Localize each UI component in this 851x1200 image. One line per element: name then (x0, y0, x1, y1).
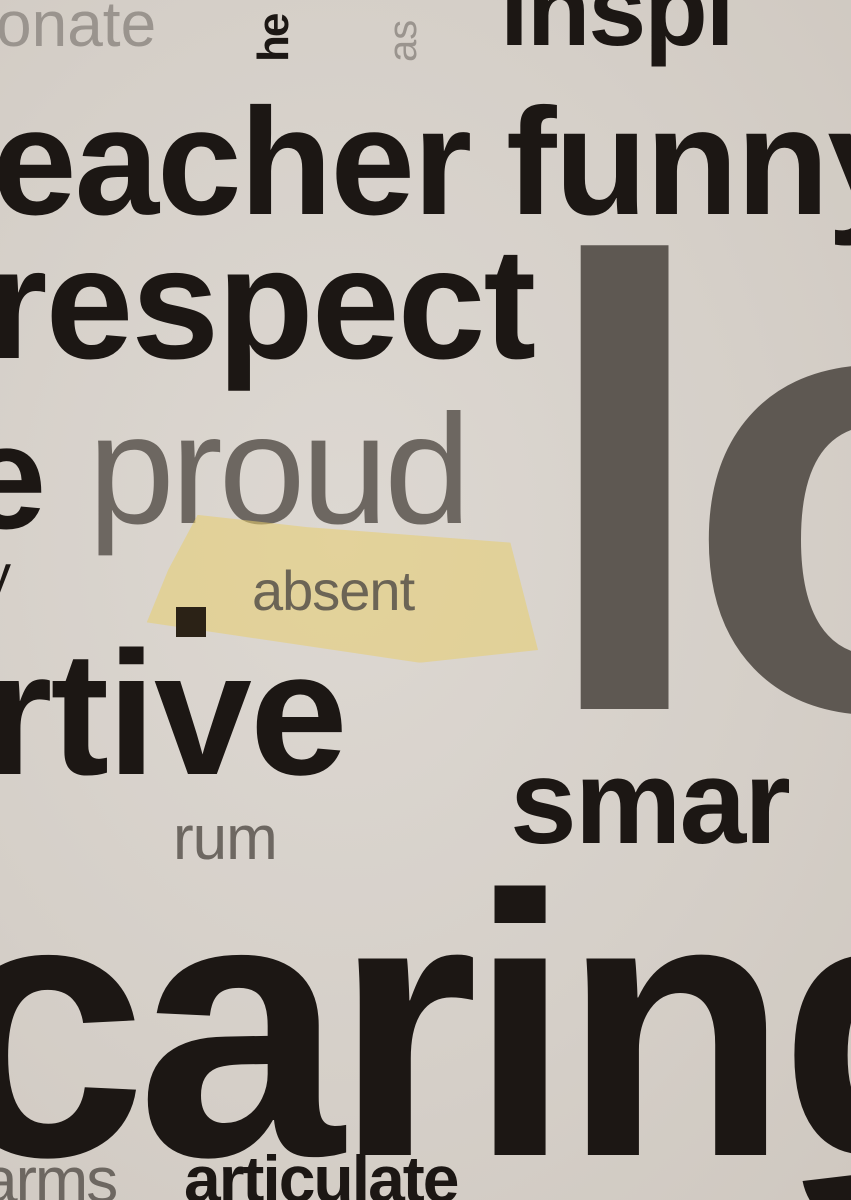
word-e: e (0, 395, 46, 560)
word-eacher: eacher (0, 77, 472, 247)
word-proud: proud (88, 383, 471, 557)
word-rtive: rtive (0, 616, 348, 812)
word-he: he (249, 14, 298, 62)
word-caring: caring (0, 818, 851, 1200)
word-absent: absent (252, 559, 415, 622)
word-funny: funny (506, 77, 851, 247)
word-as: as (381, 19, 425, 62)
word-y: y (0, 548, 11, 602)
word-respect: respect (0, 216, 536, 392)
word-rum: rum (173, 804, 278, 873)
word-smar: smar (510, 735, 791, 869)
word-arms: arms (0, 1144, 118, 1200)
word-onate: onate (0, 0, 157, 60)
word-lo: lo (536, 130, 851, 845)
word-inspi: inspi (500, 0, 735, 68)
letter-dot (176, 607, 206, 637)
word-articulate: articulate (184, 1142, 459, 1200)
